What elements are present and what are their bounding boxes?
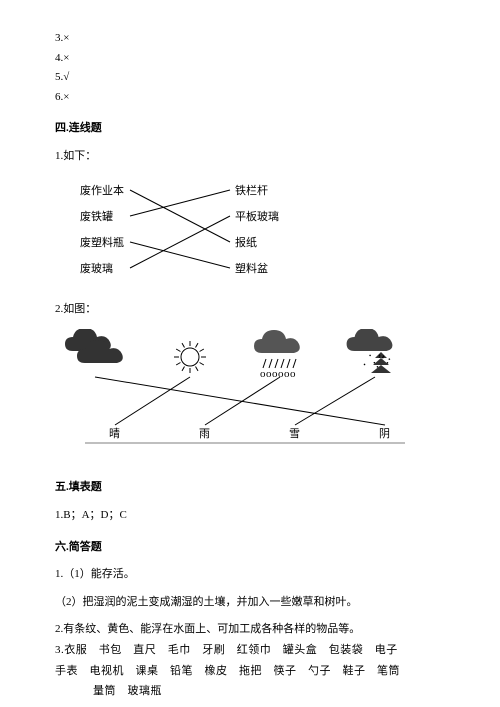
svg-text:阴: 阴 <box>379 427 390 440</box>
q2: 2.有条纹、黄色、能浮在水面上、可加工成各种各样的物品等。 <box>55 621 445 639</box>
svg-text:废玻璃: 废玻璃 <box>80 261 113 275</box>
section4-item2-label: 2.如图： <box>55 301 445 319</box>
svg-text:报纸: 报纸 <box>235 235 257 249</box>
matching-diagram-2: oooooo晴雨雪阴 <box>55 329 445 466</box>
ans-4: 4.× <box>55 50 445 68</box>
svg-text:雪: 雪 <box>289 427 300 440</box>
q1a: 1.（1）能存活。 <box>55 566 445 584</box>
svg-text:废塑料瓶: 废塑料瓶 <box>80 235 124 249</box>
q3-line1: 3.衣服 书包 直尺 毛巾 牙刷 红领巾 罐头盒 包装袋 电子 <box>55 642 445 660</box>
q3-line3: 量筒 玻璃瓶 <box>55 683 445 701</box>
ans-6: 6.× <box>55 89 445 107</box>
svg-text:晴: 晴 <box>109 427 120 440</box>
svg-text:废作业本: 废作业本 <box>80 183 124 197</box>
section4-heading: 四.连线题 <box>55 120 445 138</box>
ans-5: 5.√ <box>55 69 445 87</box>
svg-text:塑料盆: 塑料盆 <box>235 261 268 275</box>
svg-text:废铁罐: 废铁罐 <box>80 209 113 223</box>
section6-heading: 六.简答题 <box>55 539 445 557</box>
section4-item1-label: 1.如下： <box>55 148 445 166</box>
svg-text:雨: 雨 <box>199 428 210 440</box>
q1b: （2）把湿润的泥土变成潮湿的土壤，并加入一些嫩草和树叶。 <box>55 594 445 612</box>
matching-diagram-1: 废作业本废铁罐废塑料瓶废玻璃 铁栏杆平板玻璃报纸塑料盆 <box>55 176 445 288</box>
top-answers: 3.× 4.× 5.√ 6.× <box>55 30 445 106</box>
q3-line2: 手表 电视机 课桌 铅笔 橡皮 拖把 筷子 勺子 鞋子 笔筒 <box>55 663 445 681</box>
svg-text:平板玻璃: 平板玻璃 <box>235 209 279 223</box>
svg-text:铁栏杆: 铁栏杆 <box>235 183 268 197</box>
svg-text:o: o <box>290 368 296 380</box>
section5-answer: 1.B；A；D；C <box>55 507 445 525</box>
section5-heading: 五.填表题 <box>55 479 445 497</box>
ans-3: 3.× <box>55 30 445 48</box>
